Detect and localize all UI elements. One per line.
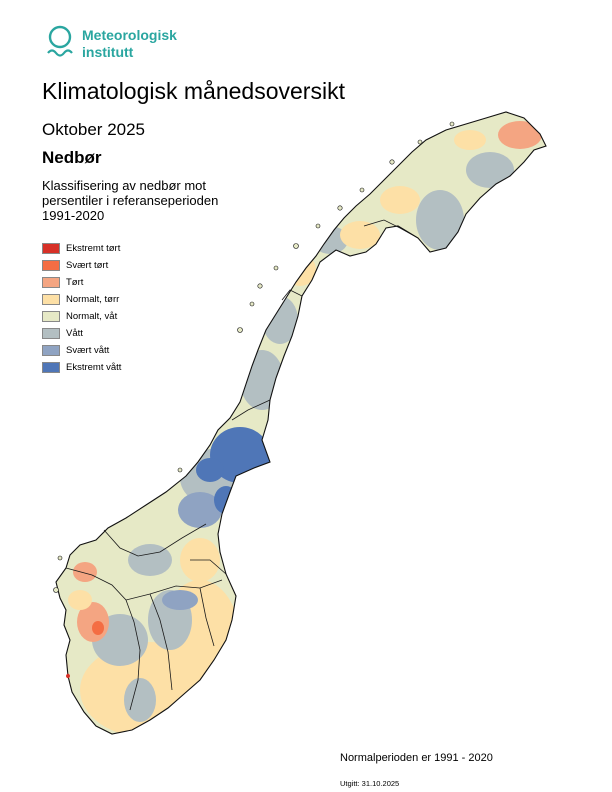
legend-item-svaert-vatt: Svært vått (42, 342, 121, 359)
legend-label: Svært tørt (66, 260, 109, 271)
page-title: Klimatologisk månedsoversikt (42, 78, 345, 104)
legend-label: Tørt (66, 277, 84, 288)
legend-swatch (42, 260, 60, 271)
legend-label: Ekstremt tørt (66, 243, 121, 254)
legend-label: Ekstremt vått (66, 362, 122, 373)
legend-item-normalt-vat: Normalt, våt (42, 308, 121, 325)
parameter-label: Nedbør (42, 148, 102, 167)
legend-swatch (42, 362, 60, 373)
legend-swatch (42, 277, 60, 288)
subtitle-line-3: 1991-2020 (42, 208, 105, 223)
met-logo-text: Meteorologisk institutt (82, 27, 177, 61)
legend-swatch (42, 345, 60, 356)
normal-period-note: Normalperioden er 1991 - 2020 (340, 752, 493, 764)
coastal-islands (53, 121, 455, 593)
legend: Ekstremt tørt Svært tørt Tørt Normalt, t… (42, 240, 121, 376)
legend-item-ekstremt-tort: Ekstremt tørt (42, 240, 121, 257)
legend-swatch (42, 294, 60, 305)
issued-date: Utgitt: 31.10.2025 (340, 779, 400, 788)
met-logo-icon (47, 25, 73, 57)
subtitle: Klassifisering av nedbør mot persentiler… (42, 178, 282, 223)
county-borders (65, 219, 419, 711)
extreme-dry-spot (66, 673, 70, 679)
legend-label: Vått (66, 328, 83, 339)
legend-swatch (42, 328, 60, 339)
legend-label: Normalt, våt (66, 311, 118, 322)
legend-item-vatt: Vått (42, 325, 121, 342)
legend-swatch (42, 311, 60, 322)
met-logo-line1: Meteorologisk (82, 27, 177, 43)
legend-label: Normalt, tørr (66, 294, 120, 305)
legend-item-normalt-torr: Normalt, tørr (42, 291, 121, 308)
met-logo: Meteorologisk institutt (46, 24, 206, 64)
legend-label: Svært vått (66, 345, 110, 356)
subtitle-line-1: Klassifisering av nedbør mot (42, 178, 207, 193)
met-logo-line2: institutt (82, 44, 134, 60)
legend-item-tort: Tørt (42, 274, 121, 291)
subtitle-line-2: persentiler i referanseperioden (42, 193, 219, 208)
legend-swatch (42, 243, 60, 254)
month-label: Oktober 2025 (42, 120, 146, 139)
legend-item-ekstremt-vatt: Ekstremt vått (42, 359, 121, 376)
legend-item-svaert-tort: Svært tørt (42, 257, 121, 274)
